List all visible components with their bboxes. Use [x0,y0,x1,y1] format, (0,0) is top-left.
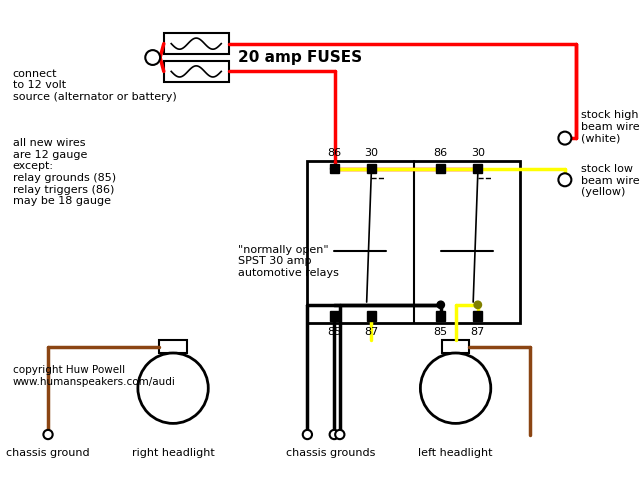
Bar [436,312,445,321]
Text: 30: 30 [364,147,378,157]
Bar [367,164,376,173]
Text: 86: 86 [327,147,341,157]
Bar [307,161,520,324]
Circle shape [332,165,339,172]
Text: 87: 87 [470,327,485,337]
Text: 87: 87 [364,327,378,337]
Circle shape [303,430,312,439]
Text: 20 amp FUSES: 20 amp FUSES [238,50,362,65]
Bar [330,164,339,173]
Circle shape [145,50,160,65]
Text: all new wires
are 12 gauge
except:
relay grounds (85)
relay triggers (86)
may be: all new wires are 12 gauge except: relay… [13,138,116,206]
Circle shape [559,173,572,186]
Circle shape [44,430,52,439]
Text: chassis ground: chassis ground [6,448,90,458]
Bar [164,61,228,82]
Circle shape [420,353,491,423]
Circle shape [559,132,572,144]
Circle shape [330,165,338,172]
Bar [367,312,376,321]
Text: right headlight: right headlight [132,448,214,458]
Circle shape [330,430,339,439]
Text: 86: 86 [434,147,448,157]
Bar [436,164,445,173]
Bar [164,34,228,54]
Circle shape [474,165,481,172]
Bar [159,340,187,353]
Text: 85: 85 [327,327,341,337]
Text: "normally open"
SPST 30 amp
automotive relays: "normally open" SPST 30 amp automotive r… [238,245,339,278]
Bar [473,312,483,321]
Circle shape [138,353,208,423]
Text: copyright Huw Powell
www.humanspeakers.com/audi: copyright Huw Powell www.humanspeakers.c… [13,365,176,387]
Text: chassis grounds: chassis grounds [286,448,375,458]
Text: connect
to 12 volt
source (alternator or battery): connect to 12 volt source (alternator or… [13,69,177,102]
Circle shape [437,165,444,172]
Circle shape [335,430,344,439]
Text: 85: 85 [434,327,448,337]
Bar [442,340,470,353]
Bar [330,312,339,321]
Text: stock high
beam wire
(white): stock high beam wire (white) [580,110,639,144]
Circle shape [437,301,444,309]
Text: stock low
beam wire
(yellow): stock low beam wire (yellow) [580,164,639,197]
Bar [473,164,483,173]
Circle shape [474,301,481,309]
Text: 30: 30 [471,147,485,157]
Text: left headlight: left headlight [419,448,493,458]
